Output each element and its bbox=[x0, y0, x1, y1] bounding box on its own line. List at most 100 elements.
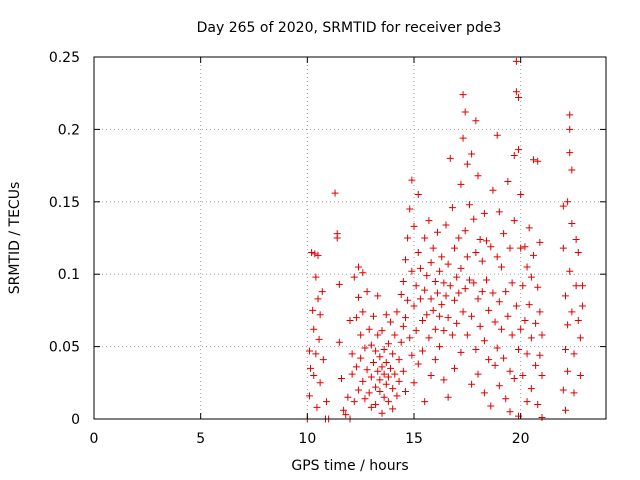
data-point bbox=[457, 348, 465, 356]
data-point bbox=[525, 224, 533, 232]
data-point bbox=[307, 364, 315, 372]
data-point bbox=[416, 295, 424, 303]
data-point bbox=[421, 234, 429, 242]
data-point bbox=[568, 166, 576, 174]
data-point bbox=[491, 318, 499, 326]
data-point bbox=[485, 356, 493, 364]
data-point bbox=[512, 88, 520, 96]
data-point bbox=[431, 356, 439, 364]
y-tick-label: 0.2 bbox=[58, 122, 80, 138]
data-point bbox=[431, 325, 439, 333]
data-point bbox=[337, 374, 345, 382]
data-point bbox=[378, 327, 386, 335]
data-point bbox=[440, 327, 448, 335]
data-point bbox=[444, 260, 452, 268]
data-point bbox=[572, 235, 580, 243]
x-tick-label: 15 bbox=[405, 431, 423, 447]
data-point bbox=[534, 401, 542, 409]
data-point bbox=[442, 221, 450, 229]
data-point bbox=[425, 217, 433, 225]
data-points bbox=[303, 57, 587, 423]
data-point bbox=[376, 353, 384, 361]
data-point bbox=[566, 125, 574, 133]
data-point bbox=[517, 244, 525, 252]
data-point bbox=[395, 377, 403, 385]
data-point bbox=[369, 312, 377, 320]
data-point bbox=[446, 154, 454, 162]
data-point bbox=[457, 180, 465, 188]
y-tick-label: 0.1 bbox=[58, 267, 80, 283]
data-point bbox=[572, 282, 580, 290]
data-point bbox=[463, 331, 471, 339]
data-point bbox=[487, 402, 495, 410]
data-point bbox=[500, 230, 508, 238]
data-point bbox=[576, 372, 584, 380]
data-point bbox=[314, 251, 322, 259]
data-point bbox=[380, 393, 388, 401]
data-point bbox=[363, 288, 371, 296]
data-point bbox=[410, 222, 418, 230]
data-point bbox=[438, 301, 446, 309]
data-point bbox=[414, 360, 422, 368]
data-point bbox=[344, 393, 352, 401]
data-point bbox=[502, 288, 510, 296]
data-point bbox=[536, 308, 544, 316]
data-point bbox=[389, 385, 397, 393]
x-tick-label: 0 bbox=[90, 431, 99, 447]
data-point bbox=[316, 379, 324, 387]
data-point bbox=[519, 282, 527, 290]
data-point bbox=[419, 317, 427, 325]
data-point bbox=[440, 376, 448, 384]
data-point bbox=[387, 364, 395, 372]
data-point bbox=[451, 296, 459, 304]
data-point bbox=[425, 334, 433, 342]
data-point bbox=[367, 373, 375, 381]
data-point bbox=[453, 273, 461, 281]
data-point bbox=[342, 411, 350, 419]
data-point bbox=[305, 347, 313, 355]
data-point bbox=[570, 389, 578, 397]
data-point bbox=[472, 345, 480, 353]
data-point bbox=[391, 370, 399, 378]
data-point bbox=[350, 398, 358, 406]
data-point bbox=[372, 347, 380, 355]
data-point bbox=[399, 322, 407, 330]
data-point bbox=[305, 392, 313, 400]
data-point bbox=[536, 351, 544, 359]
data-point bbox=[500, 354, 508, 362]
data-point bbox=[489, 289, 497, 297]
data-point bbox=[561, 292, 569, 300]
data-point bbox=[497, 325, 505, 333]
data-point bbox=[374, 367, 382, 375]
data-point bbox=[506, 367, 514, 375]
x-tick-label: 10 bbox=[298, 431, 316, 447]
data-point bbox=[438, 253, 446, 261]
data-point bbox=[308, 248, 316, 256]
data-point bbox=[359, 377, 367, 385]
data-point bbox=[315, 335, 323, 343]
data-point bbox=[559, 202, 567, 210]
data-point bbox=[476, 322, 484, 330]
data-point bbox=[408, 351, 416, 359]
data-point bbox=[423, 311, 431, 319]
data-point bbox=[538, 331, 546, 339]
data-point bbox=[423, 272, 431, 280]
data-point bbox=[414, 248, 422, 256]
data-point bbox=[312, 350, 320, 358]
data-point bbox=[374, 292, 382, 300]
data-point bbox=[323, 398, 331, 406]
data-point bbox=[365, 389, 373, 397]
data-point bbox=[421, 286, 429, 294]
data-point bbox=[416, 264, 424, 272]
axis-ticks bbox=[93, 56, 606, 420]
data-point bbox=[436, 343, 444, 351]
data-point bbox=[408, 267, 416, 275]
data-point bbox=[463, 160, 471, 168]
data-point bbox=[404, 234, 412, 242]
data-point bbox=[314, 295, 322, 303]
y-tick-label: 0.25 bbox=[49, 50, 80, 66]
data-point bbox=[421, 398, 429, 406]
data-point bbox=[523, 263, 531, 271]
data-point bbox=[359, 308, 367, 316]
